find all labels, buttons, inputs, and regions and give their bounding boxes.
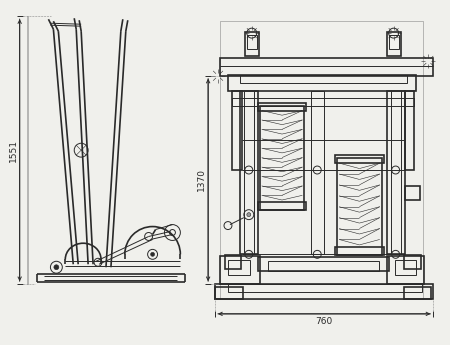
Bar: [258, 202, 306, 210]
Bar: [405, 91, 414, 170]
Bar: [405, 186, 420, 200]
Circle shape: [151, 252, 154, 256]
Bar: [311, 91, 324, 254]
Bar: [387, 91, 405, 254]
Bar: [240, 75, 406, 83]
Text: 1551: 1551: [9, 139, 18, 162]
Circle shape: [54, 265, 59, 270]
Bar: [258, 257, 389, 271]
Bar: [215, 287, 243, 299]
Bar: [404, 287, 432, 299]
Bar: [228, 75, 416, 91]
Bar: [245, 32, 259, 56]
Bar: [228, 260, 250, 275]
Bar: [220, 256, 260, 284]
Bar: [387, 32, 400, 56]
Text: 760: 760: [315, 317, 333, 326]
Bar: [260, 106, 304, 210]
Bar: [225, 255, 241, 269]
Bar: [232, 98, 414, 106]
Bar: [335, 247, 384, 255]
Bar: [335, 155, 384, 163]
Bar: [220, 58, 433, 76]
Bar: [228, 284, 423, 292]
Bar: [220, 21, 423, 299]
Bar: [404, 255, 421, 269]
Bar: [215, 284, 433, 299]
Bar: [232, 91, 242, 170]
Bar: [247, 35, 257, 49]
Bar: [387, 256, 424, 284]
Circle shape: [247, 213, 251, 217]
Bar: [268, 261, 379, 271]
Bar: [240, 91, 258, 254]
Bar: [389, 35, 399, 49]
Bar: [337, 158, 382, 255]
Bar: [258, 102, 306, 110]
Text: 1370: 1370: [197, 168, 206, 191]
Bar: [395, 260, 416, 275]
